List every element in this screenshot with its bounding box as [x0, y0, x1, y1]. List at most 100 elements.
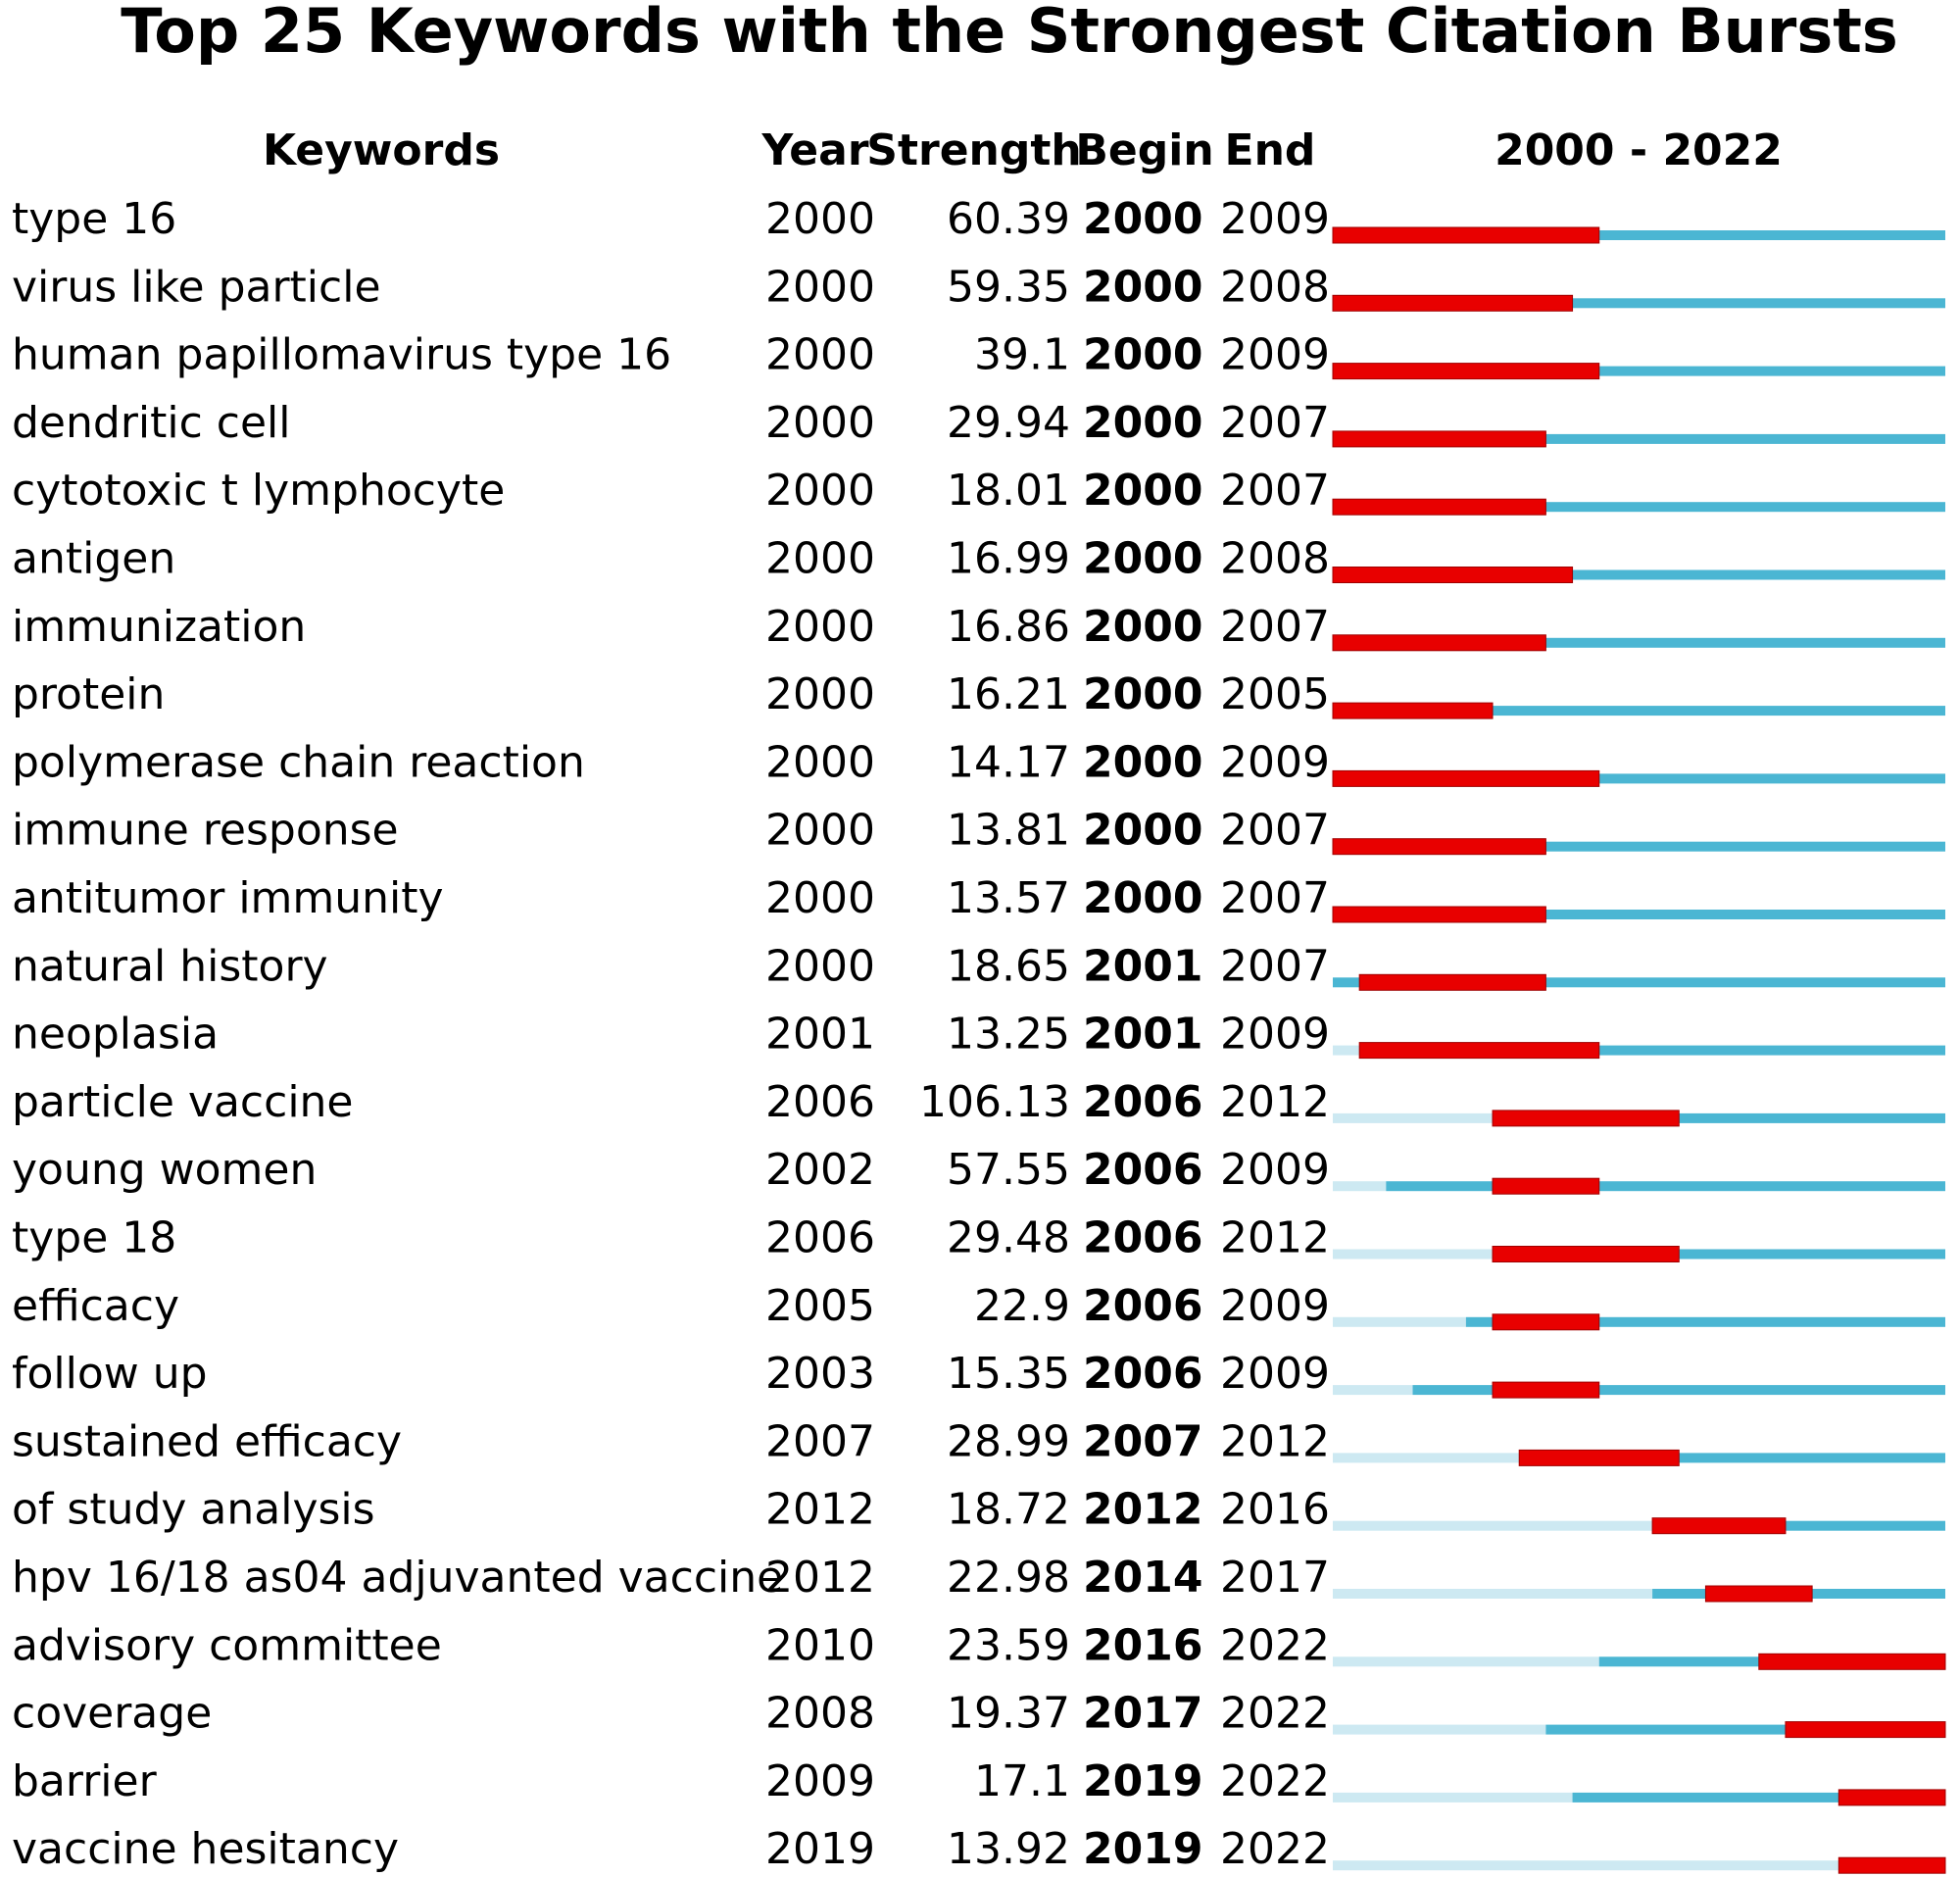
end: 2022 [1220, 1756, 1330, 1806]
end: 2007 [1220, 398, 1330, 448]
end: 2022 [1220, 1689, 1330, 1739]
active-period [1333, 910, 1945, 919]
begin: 2001 [1083, 941, 1202, 991]
strength: 17.1 [974, 1756, 1070, 1806]
strength: 18.01 [947, 466, 1070, 516]
keyword: hpv 16/18 as04 adjuvanted vaccine [12, 1553, 783, 1603]
keyword: protein [12, 669, 165, 719]
pre-period [1333, 1249, 1494, 1260]
strength: 22.9 [974, 1281, 1070, 1331]
end: 2009 [1220, 737, 1330, 787]
active-period [1519, 1453, 1945, 1463]
keyword: immunization [12, 602, 306, 652]
active-period [1572, 1792, 1945, 1803]
pre-period [1333, 1181, 1387, 1192]
burst [1492, 1110, 1680, 1127]
end: 2007 [1220, 941, 1330, 991]
year: 2010 [765, 1620, 875, 1670]
begin: 2000 [1083, 262, 1202, 312]
strength: 23.59 [947, 1620, 1070, 1670]
active-period [1333, 230, 1945, 240]
strength: 59.35 [947, 262, 1070, 312]
begin: 2000 [1083, 602, 1202, 652]
active-period [1333, 366, 1945, 376]
pre-period [1333, 1860, 1839, 1871]
burst [1704, 1585, 1813, 1603]
column-header: Year [760, 125, 868, 175]
pre-period [1333, 1792, 1573, 1803]
strength: 18.65 [947, 941, 1070, 991]
burst [1492, 1313, 1600, 1331]
burst [1332, 294, 1574, 312]
year: 2000 [765, 262, 875, 312]
strength: 18.72 [947, 1485, 1070, 1535]
burst [1332, 702, 1494, 719]
year: 2002 [765, 1145, 875, 1195]
begin: 2017 [1083, 1689, 1202, 1739]
active-period [1333, 433, 1945, 444]
year: 2000 [765, 602, 875, 652]
year: 2003 [765, 1349, 875, 1399]
keyword: human papillomavirus type 16 [12, 330, 671, 380]
burst [1358, 1042, 1600, 1060]
keyword: cytotoxic t lymphocyte [12, 466, 505, 516]
strength: 14.17 [947, 737, 1070, 787]
begin: 2000 [1083, 398, 1202, 448]
begin: 2012 [1083, 1485, 1202, 1535]
strength: 16.99 [947, 534, 1070, 584]
begin: 2006 [1083, 1349, 1202, 1399]
strength: 60.39 [947, 194, 1070, 244]
begin: 2006 [1083, 1145, 1202, 1195]
column-header: Strength [866, 125, 1081, 175]
strength: 13.92 [947, 1824, 1070, 1874]
year: 2006 [765, 1077, 875, 1127]
keyword: advisory committee [12, 1620, 442, 1670]
end: 2012 [1220, 1213, 1330, 1263]
burst [1651, 1517, 1787, 1535]
begin: 2006 [1083, 1213, 1202, 1263]
active-period [1333, 637, 1945, 648]
burst [1758, 1653, 1946, 1670]
keyword: virus like particle [12, 262, 381, 312]
begin: 2014 [1083, 1553, 1202, 1603]
burst [1332, 430, 1546, 448]
year: 2019 [765, 1824, 875, 1874]
burst [1518, 1449, 1680, 1466]
active-period [1333, 502, 1945, 513]
end: 2009 [1220, 330, 1330, 380]
year: 2012 [765, 1485, 875, 1535]
burst [1492, 1246, 1680, 1262]
year: 2008 [765, 1689, 875, 1739]
end: 2009 [1220, 194, 1330, 244]
burst [1332, 567, 1574, 583]
burst [1332, 498, 1546, 516]
active-period [1465, 1316, 1945, 1327]
keyword: immune response [12, 806, 399, 856]
keyword: natural history [12, 941, 328, 991]
year: 2001 [765, 1010, 875, 1060]
year: 2006 [765, 1213, 875, 1263]
begin: 2000 [1083, 534, 1202, 584]
end: 2009 [1220, 1281, 1330, 1331]
strength: 29.48 [947, 1213, 1070, 1263]
year: 2000 [765, 873, 875, 923]
end: 2016 [1220, 1485, 1330, 1535]
end: 2022 [1220, 1824, 1330, 1874]
year: 2000 [765, 194, 875, 244]
keyword: young women [12, 1145, 317, 1195]
pre-period [1333, 1520, 1653, 1531]
strength: 106.13 [919, 1077, 1070, 1127]
burst [1838, 1789, 1946, 1806]
keyword: vaccine hesitancy [12, 1824, 399, 1874]
keyword: efficacy [12, 1281, 179, 1331]
begin: 2000 [1083, 806, 1202, 856]
end: 2007 [1220, 602, 1330, 652]
begin: 2000 [1083, 194, 1202, 244]
begin: 2007 [1083, 1416, 1202, 1466]
begin: 2000 [1083, 330, 1202, 380]
year: 2000 [765, 941, 875, 991]
year: 2000 [765, 806, 875, 856]
active-period [1333, 841, 1945, 852]
begin: 2000 [1083, 669, 1202, 719]
active-period [1493, 1112, 1945, 1123]
